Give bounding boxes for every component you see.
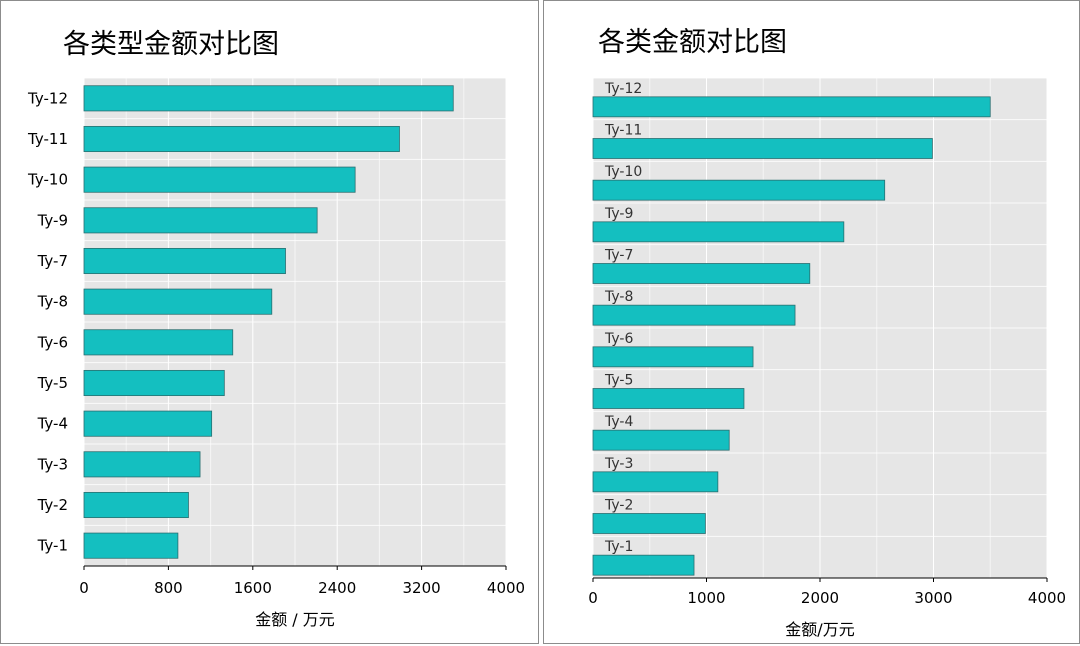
left-x-tick-label: 3200 bbox=[403, 579, 441, 597]
left-x-tick-label: 0 bbox=[79, 579, 89, 597]
left-bar-ty-9 bbox=[83, 207, 318, 234]
left-category-label: Ty-8 bbox=[37, 293, 68, 311]
right-category-label: Ty-9 bbox=[604, 206, 633, 222]
right-category-label: Ty-7 bbox=[604, 248, 633, 264]
left-category-label: Ty-5 bbox=[37, 374, 68, 392]
right-category-label: Ty-5 bbox=[604, 373, 633, 389]
left-category-label: Ty-9 bbox=[37, 211, 68, 229]
right-x-axis-title: 金额/万元 bbox=[785, 620, 854, 639]
left-chart-panel: 各类型金额对比图 Ty-12 Ty-11 Ty-10 Ty-9 Ty-7 Ty-8 Ty-6… bbox=[0, 0, 539, 644]
left-chart-title: 各类型金额对比图 bbox=[63, 29, 279, 60]
left-category-label: Ty-1 bbox=[37, 537, 68, 555]
left-category-label: Ty-6 bbox=[37, 333, 68, 351]
left-bar-ty-8 bbox=[83, 288, 273, 315]
left-bar-chart: 各类型金额对比图 Ty-12Ty-11Ty-10Ty-9Ty-7Ty-8Ty-6… bbox=[27, 29, 525, 629]
left-category-label: Ty-4 bbox=[37, 415, 68, 433]
right-bar-ty-8 bbox=[592, 304, 796, 326]
right-bar-ty-11 bbox=[592, 138, 933, 159]
right-x-tick-label: 1000 bbox=[687, 589, 725, 607]
right-bar-ty-3 bbox=[592, 471, 719, 493]
right-x-tick-label: 2000 bbox=[801, 589, 839, 607]
left-bar-ty-1 bbox=[83, 532, 179, 559]
left-bar-ty-3 bbox=[83, 451, 201, 478]
left-category-label: Ty-2 bbox=[37, 496, 68, 514]
left-category-label: Ty-10 bbox=[27, 171, 68, 189]
right-chart-title: 各类金额对比图 bbox=[598, 27, 787, 58]
right-bar-ty-5 bbox=[592, 388, 745, 409]
right-category-label: Ty-11 bbox=[604, 123, 642, 139]
right-bar-chart: 各类金额对比图 Ty-12Ty-11Ty-10Ty-9Ty-7Ty-8Ty-6T… bbox=[588, 27, 1066, 639]
right-x-tick-label: 4000 bbox=[1028, 589, 1066, 607]
right-x-tick-label: 0 bbox=[588, 589, 598, 607]
left-bar-ty-4 bbox=[83, 410, 213, 437]
right-category-label: Ty-3 bbox=[604, 456, 633, 472]
right-category-label: Ty-4 bbox=[604, 414, 633, 430]
left-category-label: Ty-7 bbox=[37, 252, 68, 270]
left-x-tick-label: 2400 bbox=[318, 579, 356, 597]
right-category-label: Ty-10 bbox=[604, 164, 642, 180]
left-bar-ty-7 bbox=[83, 247, 286, 275]
right-bar-ty-10 bbox=[592, 179, 886, 201]
right-bar-ty-4 bbox=[592, 429, 730, 451]
left-x-tick-label: 1600 bbox=[234, 579, 272, 597]
right-bar-ty-6 bbox=[592, 346, 754, 368]
left-category-label: Ty-12 bbox=[27, 89, 68, 107]
left-bar-ty-5 bbox=[83, 369, 225, 397]
right-category-label: Ty-6 bbox=[604, 331, 633, 347]
left-x-tick-label: 4000 bbox=[487, 579, 525, 597]
right-category-label: Ty-2 bbox=[604, 498, 633, 514]
right-bar-ty-2 bbox=[592, 513, 706, 534]
right-bar-ty-12 bbox=[592, 96, 991, 118]
left-x-tick-label: 800 bbox=[154, 579, 183, 597]
left-x-axis-title: 金额 / 万元 bbox=[255, 610, 335, 629]
right-bar-ty-9 bbox=[592, 221, 845, 243]
right-chart-panel: 各类金额对比图 Ty-12 Ty-11 Ty-10 Ty-9 Ty-7 Ty-8 Ty-6 T… bbox=[543, 0, 1080, 644]
right-category-label: Ty-8 bbox=[604, 289, 633, 305]
right-x-tick-label: 3000 bbox=[914, 589, 952, 607]
left-bar-ty-6 bbox=[83, 329, 234, 356]
right-category-label: Ty-1 bbox=[604, 539, 633, 555]
left-bar-ty-11 bbox=[83, 125, 400, 153]
right-category-label: Ty-12 bbox=[604, 81, 642, 97]
left-category-label: Ty-3 bbox=[37, 455, 68, 473]
left-category-label: Ty-11 bbox=[27, 130, 68, 148]
left-bar-ty-2 bbox=[83, 491, 189, 519]
left-bar-ty-12 bbox=[83, 85, 454, 112]
left-bar-ty-10 bbox=[83, 166, 356, 193]
right-bar-ty-1 bbox=[592, 554, 695, 576]
right-bar-ty-7 bbox=[592, 263, 811, 284]
